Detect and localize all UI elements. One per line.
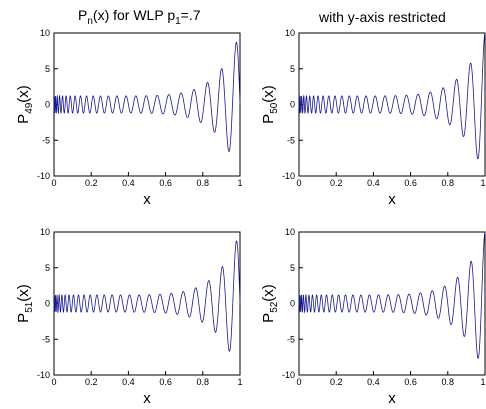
y-axis-label: P52(x): [260, 284, 280, 323]
plot-frame: [298, 231, 486, 376]
x-tick-label: 0.4: [367, 377, 380, 387]
y-tick-label: 0: [290, 299, 295, 309]
x-tick-label: 0.2: [85, 178, 98, 188]
x-axis-label: x: [388, 390, 396, 407]
x-tick-label: 0.2: [330, 178, 343, 188]
series-line-p51: [53, 240, 241, 352]
y-axis-label: P51(x): [15, 284, 35, 323]
x-tick-label: 0: [296, 377, 301, 387]
y-tick-label: -5: [287, 135, 295, 145]
series-line-p49: [53, 41, 241, 152]
x-tick-label: 0.4: [122, 178, 135, 188]
y-tick-label: 0: [45, 299, 50, 309]
x-tick-label: 1: [480, 178, 485, 188]
chart-title-right: with y-axis restricted: [318, 9, 446, 25]
x-tick-label: 0.6: [404, 178, 417, 188]
y-tick-label: 0: [45, 100, 50, 110]
x-tick-label: 0.6: [159, 178, 172, 188]
y-tick-label: 10: [40, 227, 50, 237]
x-tick-label: 0.2: [85, 377, 98, 387]
y-tick-label: -10: [282, 370, 295, 380]
x-tick-marks: [298, 231, 486, 376]
x-tick-label: 0: [51, 377, 56, 387]
x-axis-label: x: [143, 191, 151, 208]
x-axis-label: x: [388, 191, 396, 208]
y-tick-label: 0: [290, 100, 295, 110]
x-tick-label: 0: [296, 178, 301, 188]
y-axis-label: P49(x): [15, 85, 35, 124]
y-tick-label: 10: [285, 227, 295, 237]
y-tick-label: 5: [45, 263, 50, 273]
subplot-p52: 0 0.2 0.4 0.6 0.8 1 10 5 0 -5 -10 x P52(…: [260, 227, 486, 407]
subplot-p49: 0 0.2 0.4 0.6 0.8 1 10 5 0 -5 -10 x P49(…: [15, 28, 243, 208]
y-tick-label: -10: [282, 171, 295, 181]
y-tick-label: -5: [42, 334, 50, 344]
x-tick-label: 0: [51, 178, 56, 188]
x-tick-label: 0.4: [122, 377, 135, 387]
x-tick-label: 0.2: [330, 377, 343, 387]
series-line-p50: [298, 32, 486, 160]
x-tick-label: 0.8: [442, 377, 455, 387]
y-tick-label: -5: [287, 334, 295, 344]
x-tick-label: 0.4: [367, 178, 380, 188]
x-tick-label: 0.6: [159, 377, 172, 387]
subplot-p51: 0 0.2 0.4 0.6 0.8 1 10 5 0 -5 -10 x P51(…: [15, 227, 243, 407]
subplot-p50: 0 0.2 0.4 0.6 0.8 1 10 5 0 -5 -10 x P50(…: [260, 28, 486, 208]
chart-title-left: Pn(x) for WLP p1=.7: [78, 7, 201, 27]
y-tick-label: 10: [285, 28, 295, 38]
x-tick-label: 0.8: [442, 178, 455, 188]
y-axis-label: P50(x): [260, 85, 280, 124]
y-tick-label: 5: [290, 263, 295, 273]
x-tick-label: 0.8: [197, 377, 210, 387]
x-tick-label: 1: [237, 377, 242, 387]
y-tick-label: 5: [45, 64, 50, 74]
x-axis-label: x: [143, 390, 151, 407]
y-tick-label: 5: [290, 64, 295, 74]
y-tick-label: -10: [37, 171, 50, 181]
x-tick-label: 1: [480, 377, 485, 387]
x-tick-label: 1: [237, 178, 242, 188]
x-tick-label: 0.8: [197, 178, 210, 188]
y-tick-label: 10: [40, 28, 50, 38]
x-tick-marks: [53, 231, 241, 376]
series-line-p52: [298, 231, 486, 359]
y-tick-label: -10: [37, 370, 50, 380]
y-tick-label: -5: [42, 135, 50, 145]
x-tick-label: 0.6: [404, 377, 417, 387]
